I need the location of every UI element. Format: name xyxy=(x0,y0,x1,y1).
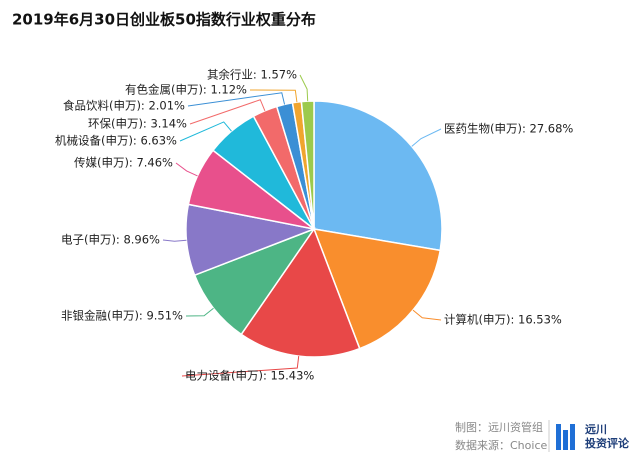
data-label: 传媒(申万): 7.46% xyxy=(74,156,173,170)
data-label: 医药生物(申万): 27.68% xyxy=(444,122,573,136)
pie-slice xyxy=(300,100,315,230)
data-label: 电子(申万): 8.96% xyxy=(61,233,160,247)
leader-line xyxy=(179,121,232,142)
data-label: 环保(申万): 3.14% xyxy=(88,117,187,131)
leader-line xyxy=(189,99,266,125)
data-label: 机械设备(申万): 6.63% xyxy=(55,134,177,148)
logo-icon xyxy=(556,424,575,450)
pie-slice xyxy=(193,227,317,336)
leader-line xyxy=(299,74,309,102)
leader-line xyxy=(181,356,300,377)
chart-title: 2019年6月30日创业板50指数行业权重分布 xyxy=(12,11,316,29)
leader-line xyxy=(175,162,198,177)
data-label: 电力设备(申万): 15.43% xyxy=(185,369,314,383)
leader-line xyxy=(249,89,298,103)
pie-slice xyxy=(313,100,443,252)
leader-line xyxy=(187,92,286,107)
logo-text: 远川 xyxy=(585,423,607,436)
leader-line xyxy=(185,307,214,317)
data-label: 计算机(申万): 16.53% xyxy=(444,313,562,327)
pie-slice xyxy=(312,228,442,350)
logo-subtext: 投资评论 xyxy=(585,436,630,450)
leader-line xyxy=(412,309,442,321)
data-label: 非银金融(申万): 9.51% xyxy=(61,309,183,323)
leader-line xyxy=(162,239,187,242)
data-label: 有色金属(申万): 1.12% xyxy=(125,83,247,97)
pie-slice xyxy=(240,227,361,358)
source: 数据来源：Choice xyxy=(455,438,547,452)
credit: 制图：远川资管组 xyxy=(455,420,543,434)
data-label: 其余行业: 1.57% xyxy=(207,68,297,82)
leader-line xyxy=(411,128,442,147)
data-label: 食品饮料(申万): 2.01% xyxy=(63,99,185,113)
